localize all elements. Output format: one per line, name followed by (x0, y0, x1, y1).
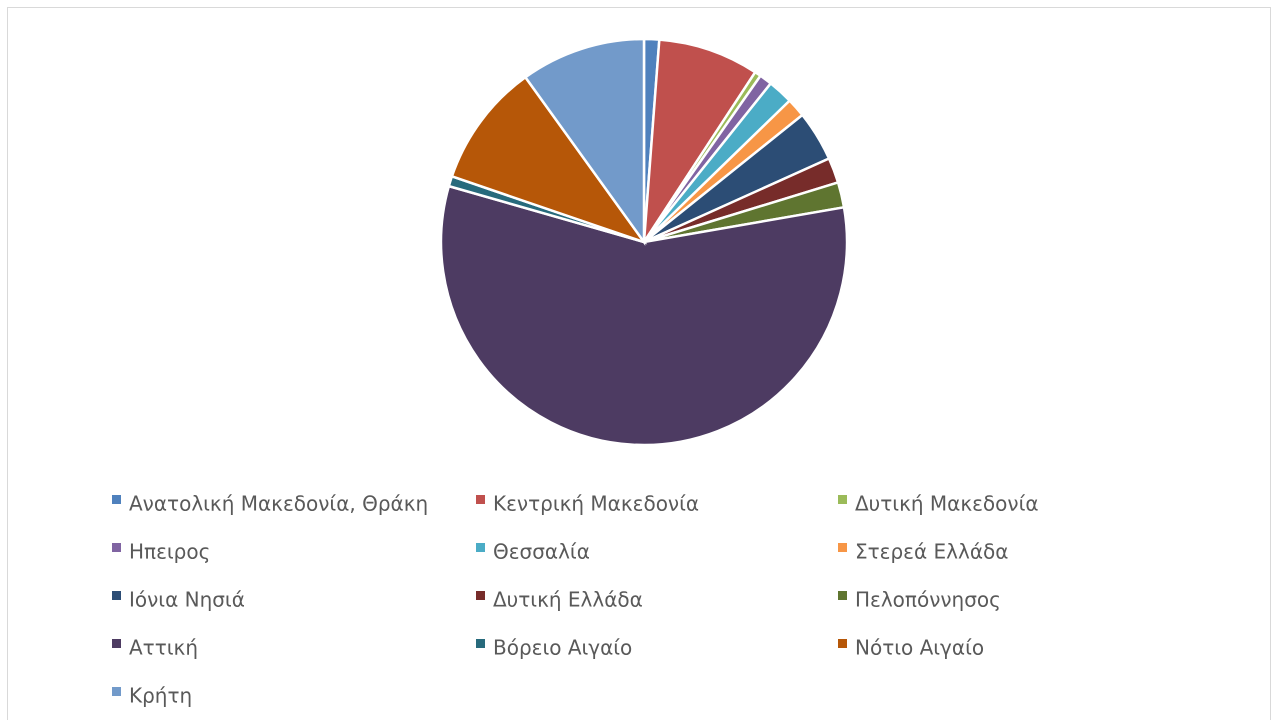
legend-swatch (112, 543, 121, 552)
legend-swatch (112, 687, 121, 696)
legend-swatch (476, 543, 485, 552)
legend-swatch (112, 639, 121, 648)
pie-slice (523, 37, 646, 246)
legend-label: Κρήτη (129, 684, 192, 708)
pie-slice (439, 184, 849, 447)
legend-swatch (476, 591, 485, 600)
legend-swatch (476, 495, 485, 504)
legend-label: Θεσσαλία (493, 540, 590, 564)
legend-swatch (838, 495, 847, 504)
legend-swatch (838, 639, 847, 648)
legend-swatch (476, 639, 485, 648)
legend-label: Βόρειο Αιγαίο (493, 636, 632, 660)
legend-swatch (838, 591, 847, 600)
legend-swatch (838, 543, 847, 552)
pie-slice (642, 38, 757, 243)
legend-label: Κεντρική Μακεδονία (493, 492, 699, 516)
legend-swatch (112, 495, 121, 504)
legend-label: Πελοπόννησος (855, 588, 1001, 612)
legend-swatch (112, 591, 121, 600)
legend-label: Δυτική Μακεδονία (855, 492, 1039, 516)
legend-label: Ανατολική Μακεδονία, Θράκη (129, 492, 428, 516)
pie-slice (450, 75, 648, 245)
legend-label: Νότιο Αιγαίο (855, 636, 984, 660)
legend-label: Δυτική Ελλάδα (493, 588, 643, 612)
legend-label: Στερεά Ελλάδα (855, 540, 1008, 564)
legend-label: Αττική (129, 636, 198, 660)
legend-label: Ηπειρος (129, 540, 210, 564)
legend-label: Ιόνια Νησιά (129, 588, 245, 612)
